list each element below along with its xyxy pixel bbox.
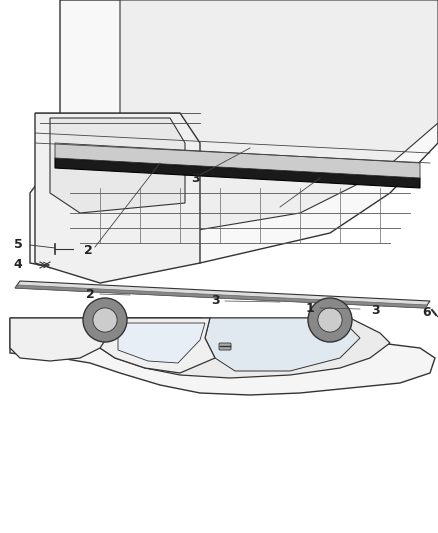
Polygon shape [100,318,390,378]
Text: 2: 2 [84,245,92,257]
Text: 1: 1 [306,302,314,314]
Text: 3: 3 [191,173,199,185]
Text: 3: 3 [211,295,219,308]
Polygon shape [15,281,430,308]
FancyBboxPatch shape [219,343,231,350]
Polygon shape [10,318,435,395]
Circle shape [83,298,127,342]
Text: 6: 6 [423,306,431,319]
Polygon shape [55,143,420,178]
Polygon shape [10,318,120,361]
Circle shape [93,308,117,332]
Polygon shape [35,113,200,283]
Polygon shape [15,285,428,308]
Polygon shape [50,118,185,213]
Polygon shape [100,318,215,373]
Polygon shape [120,0,438,233]
Circle shape [318,308,342,332]
Polygon shape [55,158,420,188]
Text: 3: 3 [371,304,379,318]
Polygon shape [118,323,205,363]
Polygon shape [30,0,438,273]
Text: 5: 5 [14,238,22,252]
Text: 4: 4 [14,259,22,271]
Polygon shape [205,318,360,371]
Circle shape [308,298,352,342]
Text: 2: 2 [85,287,94,301]
